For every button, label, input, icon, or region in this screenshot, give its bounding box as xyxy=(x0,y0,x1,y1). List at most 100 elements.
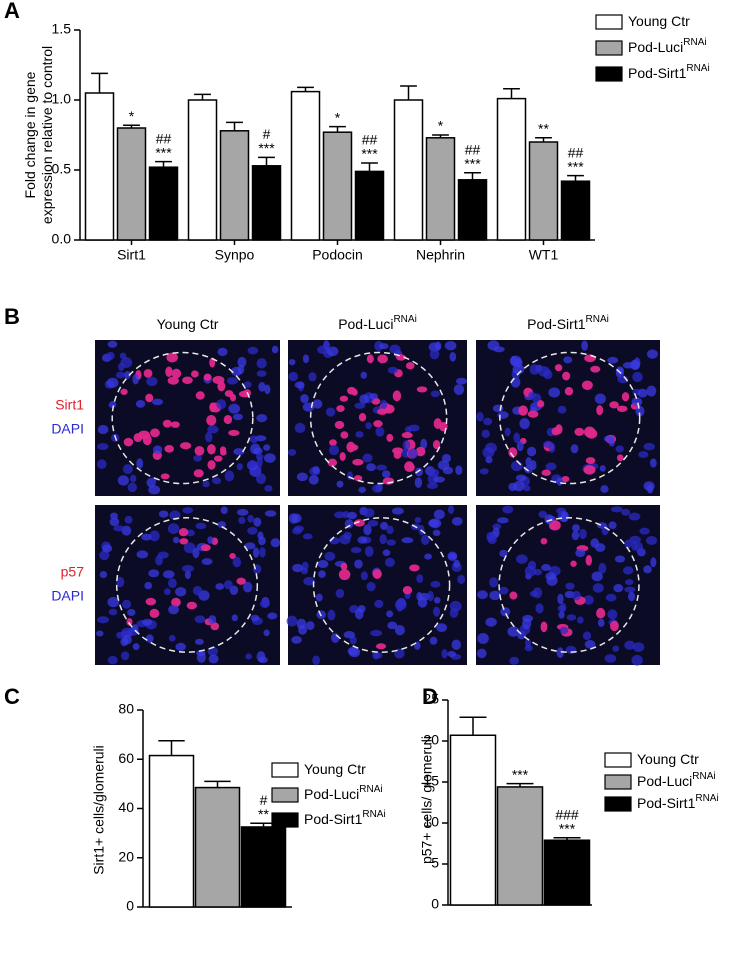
y-tick-label: 5 xyxy=(431,855,439,871)
nucleus xyxy=(229,585,239,596)
nucleus xyxy=(442,466,454,475)
nucleus xyxy=(343,631,356,639)
nucleus xyxy=(451,639,461,651)
nucleus xyxy=(245,653,252,660)
nucleus xyxy=(291,636,302,644)
nucleus xyxy=(312,399,323,409)
nucleus xyxy=(145,393,154,403)
y-tick-label: 0.5 xyxy=(52,161,72,177)
nucleus xyxy=(206,415,217,426)
nucleus xyxy=(479,468,489,475)
nucleus xyxy=(375,426,385,437)
nucleus xyxy=(294,381,305,389)
nucleus xyxy=(560,602,567,613)
nucleus xyxy=(524,645,533,652)
nucleus xyxy=(263,453,276,463)
nucleus xyxy=(610,620,619,632)
legend-label-main: Pod-Luci xyxy=(637,773,692,789)
nucleus xyxy=(99,570,108,579)
nucleus xyxy=(529,364,540,375)
nucleus xyxy=(120,651,130,661)
nucleus xyxy=(583,595,594,605)
nucleus xyxy=(548,442,556,453)
nucleus xyxy=(132,373,139,385)
nucleus xyxy=(334,420,345,429)
nucleus xyxy=(624,539,632,549)
nucleus xyxy=(182,507,194,514)
nucleus xyxy=(405,362,415,370)
nucleus xyxy=(499,549,508,558)
nucleus xyxy=(432,529,441,537)
y-tick-label: 1.0 xyxy=(52,91,72,107)
nucleus xyxy=(414,477,423,489)
nucleus xyxy=(267,612,278,620)
y-tick-label: 25 xyxy=(423,691,439,707)
nucleus xyxy=(562,371,571,381)
nucleus xyxy=(141,533,152,541)
nucleus xyxy=(107,596,120,608)
nucleus xyxy=(226,377,238,385)
nucleus xyxy=(426,482,438,489)
nucleus xyxy=(347,511,357,520)
nucleus xyxy=(449,600,462,612)
nucleus xyxy=(214,455,223,462)
nucleus xyxy=(380,521,389,530)
legend-label: Young Ctr xyxy=(628,13,690,29)
legend-label-main: Young Ctr xyxy=(304,761,366,777)
nucleus xyxy=(598,562,607,574)
bar xyxy=(393,99,424,241)
bar xyxy=(457,179,488,241)
nucleus xyxy=(537,400,545,408)
legend-swatch xyxy=(271,812,299,828)
nucleus xyxy=(560,511,569,523)
nucleus xyxy=(615,445,624,453)
nucleus xyxy=(106,377,119,388)
nucleus xyxy=(301,561,309,571)
nucleus xyxy=(336,405,345,413)
nucleus xyxy=(217,521,226,529)
nucleus xyxy=(433,596,441,604)
nucleus xyxy=(186,601,198,610)
nucleus xyxy=(622,566,634,575)
nucleus xyxy=(192,586,203,596)
nucleus xyxy=(594,543,606,552)
nucleus xyxy=(323,342,331,349)
legend-label-superscript: RNAi xyxy=(692,771,715,782)
nucleus xyxy=(416,574,424,583)
nucleus xyxy=(231,366,242,377)
nucleus xyxy=(236,463,243,471)
significance-label: ## xyxy=(465,142,481,158)
bar xyxy=(84,92,115,241)
nucleus xyxy=(375,643,387,650)
legend-label-main: Pod-Luci xyxy=(628,39,683,55)
legend-swatch xyxy=(604,752,632,768)
nucleus xyxy=(250,614,260,622)
y-tick-label: 40 xyxy=(118,799,134,815)
nucleus xyxy=(288,371,299,382)
nucleus xyxy=(497,517,509,524)
nucleus xyxy=(519,418,530,430)
nucleus xyxy=(646,385,657,397)
nucleus xyxy=(392,390,402,402)
nucleus xyxy=(453,384,465,395)
nucleus xyxy=(540,537,548,545)
nucleus xyxy=(455,465,463,476)
nucleus xyxy=(360,571,368,581)
nucleus xyxy=(145,634,154,643)
bar xyxy=(148,754,195,908)
nucleus xyxy=(599,465,606,472)
nucleus xyxy=(303,577,315,586)
nucleus xyxy=(428,519,440,528)
nucleus xyxy=(294,422,306,434)
nucleus xyxy=(430,390,440,398)
nucleus xyxy=(175,587,187,597)
nucleus xyxy=(387,621,398,630)
legend-label-superscript: RNAi xyxy=(683,37,706,48)
nucleus xyxy=(127,482,137,493)
y-tick-label: 20 xyxy=(423,732,439,748)
legend-label: Pod-Sirt1RNAi xyxy=(304,809,386,827)
nucleus xyxy=(510,460,523,472)
nucleus xyxy=(231,614,238,622)
nucleus xyxy=(124,371,131,379)
significance-label: ## xyxy=(362,132,378,148)
